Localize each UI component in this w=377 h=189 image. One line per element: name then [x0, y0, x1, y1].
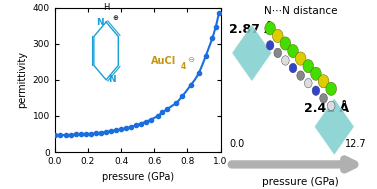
Circle shape — [318, 75, 329, 88]
Circle shape — [327, 101, 335, 111]
Text: ⊕: ⊕ — [113, 15, 119, 21]
Polygon shape — [314, 98, 354, 155]
Text: 2.41 Å: 2.41 Å — [304, 102, 349, 115]
Circle shape — [311, 67, 321, 80]
Polygon shape — [232, 25, 272, 81]
Text: ⊖: ⊖ — [187, 55, 195, 64]
Y-axis label: permittivity: permittivity — [17, 51, 27, 108]
Text: 4: 4 — [181, 62, 186, 71]
Text: N: N — [96, 18, 104, 26]
Circle shape — [280, 37, 291, 50]
Circle shape — [295, 52, 306, 65]
Circle shape — [288, 44, 298, 58]
Text: pressure (GPa): pressure (GPa) — [262, 177, 339, 187]
Circle shape — [305, 78, 312, 88]
Text: AuCl: AuCl — [151, 56, 176, 66]
Text: 0.0: 0.0 — [229, 139, 244, 149]
Circle shape — [266, 41, 274, 50]
Text: 12.7: 12.7 — [345, 139, 366, 149]
Circle shape — [265, 22, 276, 35]
Circle shape — [297, 71, 305, 80]
X-axis label: pressure (GPa): pressure (GPa) — [101, 172, 174, 182]
Circle shape — [303, 60, 314, 73]
Text: 2.87 Å: 2.87 Å — [229, 23, 274, 36]
Circle shape — [326, 82, 337, 95]
Text: N: N — [109, 75, 116, 84]
Circle shape — [312, 86, 320, 95]
Text: H: H — [103, 3, 109, 12]
Circle shape — [289, 63, 297, 73]
Circle shape — [320, 94, 327, 103]
Text: N⋯N distance: N⋯N distance — [264, 6, 337, 16]
Circle shape — [274, 48, 282, 58]
Circle shape — [273, 29, 283, 43]
Circle shape — [282, 56, 289, 65]
